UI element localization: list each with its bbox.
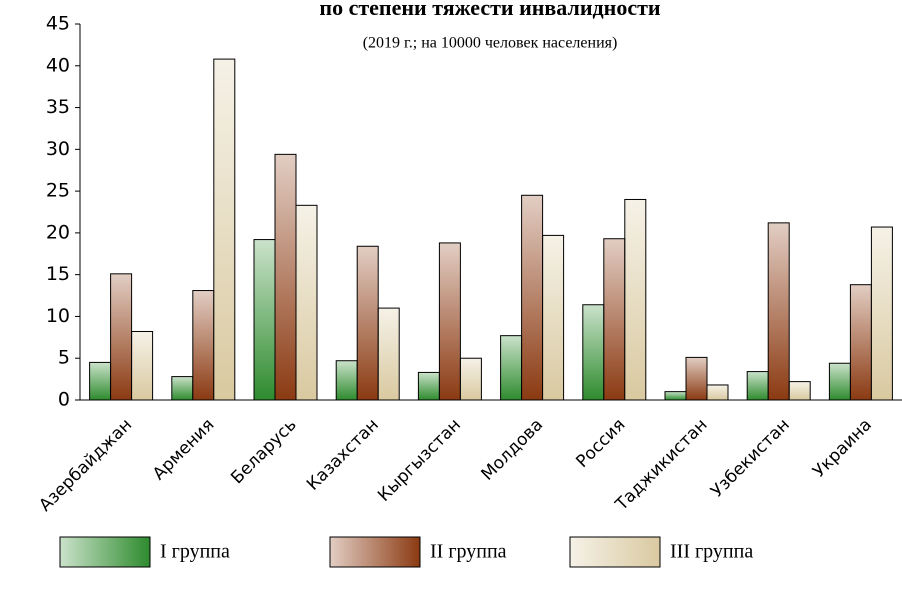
legend-label: III группа [670,541,753,563]
y-tick-label: 30 [46,138,70,160]
bar [213,58,236,401]
bar [459,357,482,401]
bar [192,290,215,401]
y-tick-label: 45 [46,13,70,35]
bar [582,304,605,401]
chart-subtitle: (2019 г.; на 10000 человек населения) [363,35,618,52]
x-tick-label: Россия [572,415,629,472]
bar [542,234,565,401]
bar [746,371,769,401]
bar [377,307,400,401]
y-tick-label: 40 [46,54,70,76]
legend-label: II группа [430,541,507,563]
bar [89,361,112,401]
bar [624,198,647,401]
bar [828,362,851,401]
y-tick-label: 10 [46,305,70,327]
bar [171,376,194,401]
bar [767,222,790,401]
bar [274,153,297,401]
y-tick-label: 20 [46,221,70,243]
y-tick-label: 15 [46,263,70,285]
x-tick-label: Украина [809,415,876,482]
y-tick-label: 0 [58,389,70,411]
x-tick-label: Казахстан [303,415,383,495]
bar [438,242,461,401]
bar [788,381,811,401]
legend-label: I группа [160,541,230,563]
bar [335,360,358,401]
bar [521,194,544,401]
y-tick-label: 25 [46,180,70,202]
bar [356,245,379,401]
bar [295,204,318,401]
bar [253,239,276,401]
bar [110,273,133,401]
bar [500,335,523,401]
legend-swatch [329,536,421,568]
x-tick-label: Молдова [477,415,547,485]
y-tick-label: 5 [58,347,70,369]
legend-swatch [59,536,151,568]
x-tick-label: Кыргызстан [374,415,465,506]
bar [131,330,154,401]
legend-swatch [569,536,661,568]
bar [417,371,440,401]
x-tick-label: Беларусь [227,415,300,488]
chart-title: по степени тяжести инвалидности [319,0,660,20]
bar [706,384,729,401]
bar [603,238,626,401]
bar [849,284,872,401]
bar [870,226,893,401]
x-tick-label: Узбекистан [707,415,794,502]
bar [685,356,708,401]
x-tick-label: Армения [149,415,218,484]
x-tick-label: Азербайджан [35,415,136,516]
bar [664,391,687,401]
y-tick-label: 35 [46,96,70,118]
